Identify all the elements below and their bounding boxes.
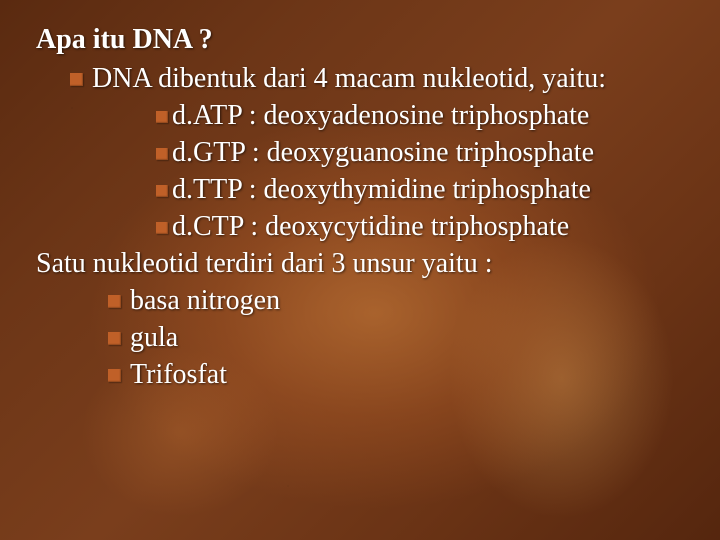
component-item: Trifosfat bbox=[36, 357, 690, 394]
component-text: Trifosfat bbox=[130, 359, 227, 390]
square-bullet-icon bbox=[156, 222, 168, 234]
square-bullet-icon bbox=[108, 369, 121, 382]
square-bullet-icon bbox=[156, 111, 168, 123]
nucleotide-text: d.CTP : deoxycytidine triphosphate bbox=[172, 211, 569, 242]
components-heading: Satu nukleotid terdiri dari 3 unsur yait… bbox=[36, 246, 690, 283]
square-bullet-icon bbox=[156, 185, 168, 197]
nucleotide-item: d.CTP : deoxycytidine triphosphate bbox=[36, 209, 690, 246]
nucleotide-text: d.GTP : deoxyguanosine triphosphate bbox=[172, 137, 594, 168]
nucleotide-text: d.TTP : deoxythymidine triphosphate bbox=[172, 174, 591, 205]
component-text: basa nitrogen bbox=[130, 285, 280, 316]
nucleotide-item: d.ATP : deoxyadenosine triphosphate bbox=[36, 98, 690, 135]
component-text: gula bbox=[130, 322, 178, 353]
nucleotide-item: d.TTP : deoxythymidine triphosphate bbox=[36, 172, 690, 209]
slide-title: Apa itu DNA ? bbox=[36, 22, 690, 59]
square-bullet-icon bbox=[156, 148, 168, 160]
square-bullet-icon bbox=[108, 295, 121, 308]
nucleotide-item: d.GTP : deoxyguanosine triphosphate bbox=[36, 135, 690, 172]
square-bullet-icon bbox=[70, 73, 83, 86]
slide: Apa itu DNA ? DNA dibentuk dari 4 macam … bbox=[0, 0, 720, 540]
intro-text: DNA dibentuk dari 4 macam nukleotid, yai… bbox=[92, 63, 606, 94]
component-item: gula bbox=[36, 320, 690, 357]
nucleotide-text: d.ATP : deoxyadenosine triphosphate bbox=[172, 100, 589, 131]
intro-line: DNA dibentuk dari 4 macam nukleotid, yai… bbox=[36, 61, 690, 98]
component-item: basa nitrogen bbox=[36, 283, 690, 320]
square-bullet-icon bbox=[108, 332, 121, 345]
